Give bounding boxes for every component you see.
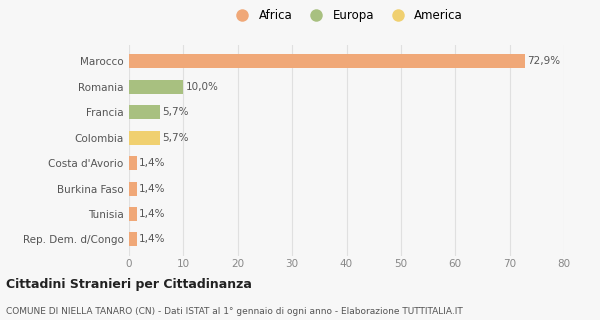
Text: Cittadini Stranieri per Cittadinanza: Cittadini Stranieri per Cittadinanza — [6, 278, 252, 291]
Text: 5,7%: 5,7% — [162, 107, 188, 117]
Bar — [129, 207, 137, 221]
Text: 10,0%: 10,0% — [185, 82, 218, 92]
Text: 1,4%: 1,4% — [139, 184, 165, 194]
Legend: Africa, Europa, America: Africa, Europa, America — [226, 4, 467, 27]
Text: 1,4%: 1,4% — [139, 235, 165, 244]
Text: 72,9%: 72,9% — [527, 56, 560, 66]
Text: 5,7%: 5,7% — [162, 133, 188, 143]
Text: COMUNE DI NIELLA TANARO (CN) - Dati ISTAT al 1° gennaio di ogni anno - Elaborazi: COMUNE DI NIELLA TANARO (CN) - Dati ISTA… — [6, 307, 463, 316]
Text: 1,4%: 1,4% — [139, 209, 165, 219]
Bar — [129, 54, 526, 68]
Bar — [129, 131, 160, 145]
Bar — [129, 181, 137, 196]
Bar — [129, 232, 137, 246]
Bar — [129, 156, 137, 170]
Text: 1,4%: 1,4% — [139, 158, 165, 168]
Bar — [129, 80, 184, 94]
Bar — [129, 105, 160, 119]
